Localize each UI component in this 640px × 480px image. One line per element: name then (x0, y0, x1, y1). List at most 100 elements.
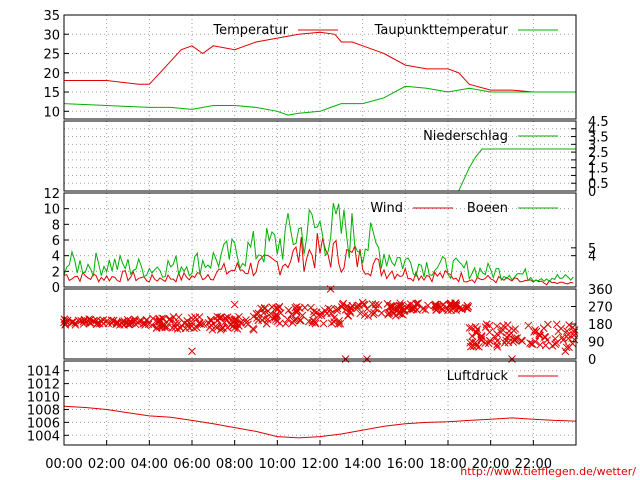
wind-direction-point (517, 336, 526, 345)
wind-direction-point (309, 316, 317, 325)
wind-direction-point (386, 301, 395, 310)
y-tick-label: 0 (52, 281, 60, 296)
wind-direction-point (291, 303, 300, 312)
panel-frame (63, 120, 577, 192)
wind-direction-point (430, 301, 439, 310)
wind-direction-point (291, 316, 300, 324)
y-tick-label-right: 0 (588, 185, 596, 200)
wind-direction-point (482, 320, 491, 329)
wind-direction-point (93, 319, 101, 328)
y-tick-label: 10 (43, 105, 60, 120)
wind-direction-point (271, 312, 280, 321)
wind-direction-point (502, 333, 511, 341)
wind-direction-point (199, 320, 208, 329)
wind-direction-point (129, 316, 137, 325)
wind-direction-point (513, 334, 522, 342)
y-tick-label: 35 (43, 9, 60, 24)
y-tick-label: 1008 (27, 403, 60, 418)
wind-direction-point (527, 340, 536, 348)
wind-direction-point (374, 301, 383, 309)
wind-direction-point (327, 309, 336, 318)
wind-direction-point (292, 308, 301, 317)
wind-direction-point (485, 336, 494, 345)
series-line-luftdruck (63, 405, 577, 439)
wind-direction-point (63, 316, 72, 325)
wind-direction-point (79, 320, 88, 328)
panel-frame (63, 288, 577, 360)
wind-direction-point (484, 339, 493, 348)
wind-direction-point (452, 300, 461, 309)
wind-direction-point (311, 319, 320, 328)
wind-direction-point (337, 303, 346, 311)
y-tick-label: 8 (52, 218, 60, 233)
wind-direction-point (79, 317, 88, 326)
wind-direction-point (370, 308, 378, 317)
wind-direction-point (570, 335, 579, 344)
panel-frame (63, 192, 577, 288)
wind-direction-point (552, 320, 561, 329)
x-tick-label: 18:00 (429, 457, 466, 472)
wind-direction-point (444, 306, 452, 315)
wind-direction-point (327, 319, 336, 328)
y-tick-label: 10 (43, 203, 60, 218)
wind-direction-point (190, 324, 198, 333)
wind-direction-point (217, 313, 226, 322)
wind-direction-point (536, 331, 544, 340)
panel-frame (63, 14, 577, 120)
wind-direction-point (432, 300, 440, 309)
legend-label: Wind (370, 201, 403, 216)
wind-direction-point (165, 315, 173, 324)
wind-direction-point (333, 304, 342, 313)
wind-direction-point (563, 327, 571, 335)
x-tick-label: 14:00 (344, 457, 381, 472)
series-line-temperatur (64, 31, 576, 93)
y-tick-label-right: 2.5 (588, 146, 609, 161)
legend-label: Luftdruck (447, 369, 509, 384)
wind-direction-point (354, 301, 363, 310)
wind-direction-point (233, 320, 242, 328)
wind-direction-point (551, 340, 560, 349)
wind-direction-point (300, 303, 309, 312)
wind-direction-point (396, 299, 405, 308)
y-tick-label-right: 360 (588, 283, 613, 298)
wind-direction-point (463, 301, 472, 310)
wind-direction-point (559, 336, 568, 344)
wind-direction-point (265, 311, 273, 319)
wind-direction-point (176, 323, 185, 332)
wind-direction-point (108, 319, 116, 328)
wind-direction-point (541, 333, 550, 341)
wind-direction-point (244, 320, 252, 329)
wind-direction-point (174, 313, 183, 322)
y-tick-label-right: 1 (588, 169, 596, 184)
series-line-taupunkttemperatur (63, 85, 576, 116)
wind-direction-point (477, 332, 486, 340)
y-tick-label-right: 2 (588, 154, 596, 169)
wind-direction-point (155, 323, 164, 331)
wind-direction-point (128, 319, 136, 327)
wind-direction-point (125, 319, 133, 328)
wind-direction-point (493, 337, 502, 345)
wind-direction-point (377, 309, 386, 317)
wind-direction-point (465, 324, 474, 332)
wind-direction-point (223, 313, 232, 322)
wind-direction-point (364, 312, 372, 320)
wind-direction-point (254, 309, 263, 318)
wind-direction-point (334, 320, 343, 328)
y-tick-label: 15 (43, 86, 60, 101)
y-tick-label-right: 0.5 (588, 177, 609, 192)
y-tick-label: 1014 (27, 365, 60, 380)
wind-direction-point (307, 303, 315, 312)
wind-direction-point (283, 315, 292, 324)
credit-text[interactable]: http://www.tiefflegen.de/wetter/ (460, 465, 636, 478)
wind-direction-point (477, 333, 486, 341)
wind-direction-point (386, 303, 395, 312)
wind-direction-point (235, 312, 243, 321)
x-tick-label: 04:00 (131, 457, 168, 472)
y-tick-label-right: 3.5 (588, 131, 609, 146)
wind-direction-point (493, 343, 502, 351)
wind-direction-point (346, 309, 355, 317)
y-tick-label-right: 4 (588, 250, 596, 265)
